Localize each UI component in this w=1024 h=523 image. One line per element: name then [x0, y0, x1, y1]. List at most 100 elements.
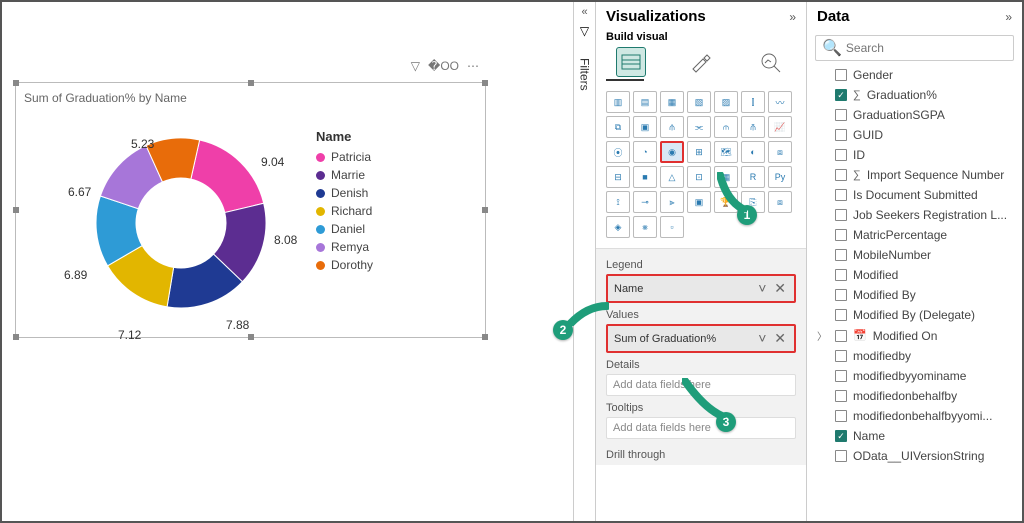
viz-type-8[interactable]: ▣ [633, 116, 657, 138]
viz-type-28[interactable]: ⟟ [606, 191, 630, 213]
field-checkbox[interactable] [835, 370, 847, 382]
field-checkbox[interactable] [835, 209, 847, 221]
field-checkbox[interactable]: ✓ [835, 430, 847, 442]
viz-type-19[interactable]: ◐ [741, 141, 765, 163]
field-checkbox[interactable] [835, 249, 847, 261]
field-row[interactable]: Modified By (Delegate) [807, 305, 1022, 325]
viz-type-17[interactable]: ⊞ [687, 141, 711, 163]
viz-type-12[interactable]: ⫚ [741, 116, 765, 138]
viz-type-0[interactable]: ▥ [606, 91, 630, 113]
resize-handle[interactable] [482, 80, 488, 86]
legend-row[interactable]: Dorothy [316, 258, 373, 272]
viz-type-18[interactable]: 🗺 [714, 141, 738, 163]
field-row[interactable]: ✓∑Graduation% [807, 85, 1022, 105]
viz-type-21[interactable]: ⊟ [606, 166, 630, 188]
resize-handle[interactable] [13, 80, 19, 86]
field-list[interactable]: Gender✓∑Graduation%GraduationSGPAGUIDID∑… [807, 65, 1022, 517]
field-checkbox[interactable] [835, 129, 847, 141]
resize-handle[interactable] [482, 334, 488, 340]
viz-type-11[interactable]: ⫙ [714, 116, 738, 138]
field-checkbox[interactable] [835, 269, 847, 281]
viz-type-30[interactable]: ⫸ [660, 191, 684, 213]
legend-row[interactable]: Richard [316, 204, 373, 218]
build-tab-icon[interactable] [616, 47, 646, 77]
field-checkbox[interactable] [835, 289, 847, 301]
format-tab-icon[interactable] [686, 47, 716, 77]
resize-handle[interactable] [13, 334, 19, 340]
field-row[interactable]: modifiedbyyominame [807, 366, 1022, 386]
analytics-tab-icon[interactable] [756, 47, 786, 77]
viz-type-24[interactable]: ⊡ [687, 166, 711, 188]
resize-handle[interactable] [248, 334, 254, 340]
chevron-right-icon[interactable]: » [1005, 10, 1012, 24]
field-row[interactable]: Modified [807, 265, 1022, 285]
field-row[interactable]: modifiedonbehalfby [807, 386, 1022, 406]
tooltips-field-well[interactable]: Add data fields here [606, 417, 796, 439]
field-row[interactable]: Job Seekers Registration L... [807, 205, 1022, 225]
chevron-down-icon[interactable]: ˅ ✕ [758, 280, 788, 297]
viz-type-35[interactable]: ◈ [606, 216, 630, 238]
filters-collapsed-tab[interactable]: « ▽ Filters [573, 2, 595, 521]
field-checkbox[interactable] [835, 109, 847, 121]
field-row[interactable]: MatricPercentage [807, 225, 1022, 245]
viz-type-7[interactable]: ⧉ [606, 116, 630, 138]
viz-type-9[interactable]: ⫛ [660, 116, 684, 138]
search-input[interactable] [846, 41, 1007, 55]
field-row[interactable]: ∑Import Sequence Number [807, 165, 1022, 185]
field-checkbox[interactable] [835, 309, 847, 321]
field-checkbox[interactable] [835, 229, 847, 241]
viz-type-31[interactable]: ▣ [687, 191, 711, 213]
donut-visual[interactable]: ▽ �OO ⋯ Sum of Graduation% by Name 9.048… [15, 82, 486, 338]
viz-type-20[interactable]: ⧈ [768, 141, 792, 163]
chevron-right-icon[interactable]: 〉 [817, 328, 827, 343]
values-field-well[interactable]: Sum of Graduation% ˅ ✕ [606, 324, 796, 353]
field-row[interactable]: modifiedonbehalfbyyomi... [807, 406, 1022, 426]
viz-type-34[interactable]: ⧈ [768, 191, 792, 213]
field-checkbox[interactable] [835, 450, 847, 462]
field-row[interactable]: OData__UIVersionString [807, 446, 1022, 466]
viz-type-22[interactable]: ■ [633, 166, 657, 188]
field-checkbox[interactable] [835, 149, 847, 161]
resize-handle[interactable] [13, 207, 19, 213]
viz-type-6[interactable]: 〰 [768, 91, 792, 113]
field-checkbox[interactable] [835, 330, 847, 342]
field-checkbox[interactable] [835, 390, 847, 402]
legend-row[interactable]: Patricia [316, 150, 373, 164]
legend-row[interactable]: Marrie [316, 168, 373, 182]
field-checkbox[interactable]: ✓ [835, 89, 847, 101]
focus-icon[interactable]: �OO [428, 59, 459, 73]
viz-type-27[interactable]: Py [768, 166, 792, 188]
viz-type-36[interactable]: ⨳ [633, 216, 657, 238]
field-row[interactable]: modifiedby [807, 346, 1022, 366]
field-checkbox[interactable] [835, 189, 847, 201]
field-row[interactable]: Modified By [807, 285, 1022, 305]
field-row[interactable]: ID [807, 145, 1022, 165]
viz-type-16[interactable]: ◉ [660, 141, 684, 163]
viz-type-2[interactable]: ▦ [660, 91, 684, 113]
field-row[interactable]: GUID [807, 125, 1022, 145]
field-row[interactable]: Is Document Submitted [807, 185, 1022, 205]
field-row[interactable]: MobileNumber [807, 245, 1022, 265]
ellipsis-icon[interactable]: ⋯ [467, 59, 479, 73]
viz-type-29[interactable]: ⊸ [633, 191, 657, 213]
viz-type-4[interactable]: ▨ [714, 91, 738, 113]
viz-type-1[interactable]: ▤ [633, 91, 657, 113]
viz-type-23[interactable]: △ [660, 166, 684, 188]
resize-handle[interactable] [482, 207, 488, 213]
field-checkbox[interactable] [835, 350, 847, 362]
filter-icon[interactable]: ▽ [411, 59, 420, 73]
viz-type-13[interactable]: 📈 [768, 116, 792, 138]
field-row[interactable]: ✓Name [807, 426, 1022, 446]
field-row[interactable]: Gender [807, 65, 1022, 85]
viz-type-15[interactable]: ◔ [633, 141, 657, 163]
field-checkbox[interactable] [835, 410, 847, 422]
fields-search[interactable]: 🔍 [815, 35, 1014, 61]
legend-row[interactable]: Denish [316, 186, 373, 200]
viz-type-3[interactable]: ▧ [687, 91, 711, 113]
viz-type-10[interactable]: ⫘ [687, 116, 711, 138]
legend-row[interactable]: Remya [316, 240, 373, 254]
resize-handle[interactable] [248, 80, 254, 86]
field-checkbox[interactable] [835, 69, 847, 81]
chevron-down-icon[interactable]: ˅ ✕ [758, 330, 788, 347]
viz-type-37[interactable]: ▫ [660, 216, 684, 238]
